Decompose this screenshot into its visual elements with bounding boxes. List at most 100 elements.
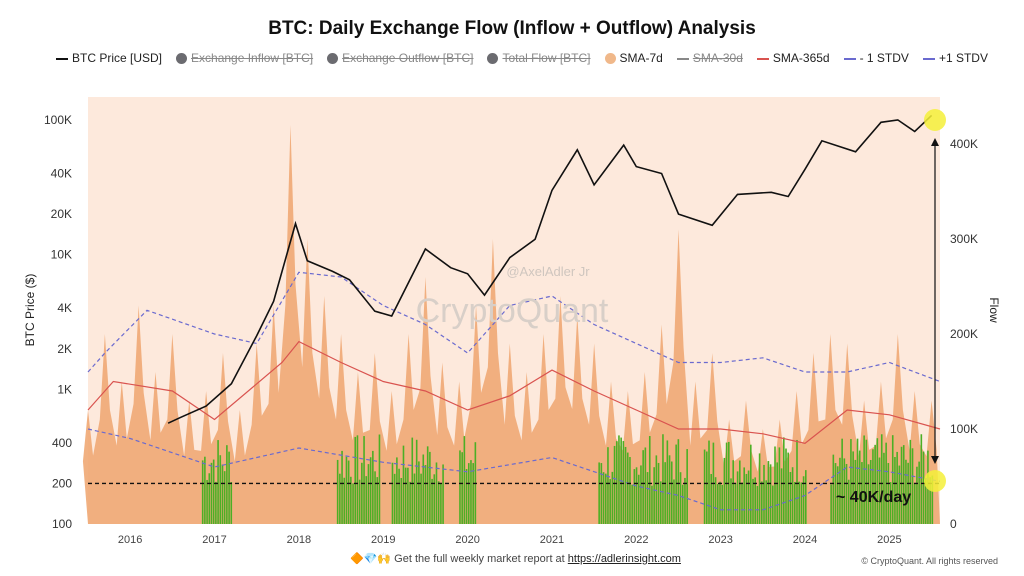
- line-swatch-icon: [756, 57, 769, 60]
- low-flow-bar: [787, 452, 790, 524]
- x-tick-label: 2019: [371, 534, 395, 546]
- low-flow-bar: [644, 447, 647, 524]
- y-tick-label: 10K: [51, 248, 72, 262]
- low-flow-bar: [215, 481, 217, 524]
- y-tick-label: 400: [52, 436, 72, 450]
- low-flow-bar: [675, 444, 677, 524]
- low-flow-bar: [796, 439, 798, 524]
- low-flow-bar: [398, 468, 400, 524]
- dot-swatch-icon: [176, 53, 188, 65]
- low-flow-bar: [409, 481, 411, 524]
- low-flow-bar: [905, 459, 907, 524]
- low-flow-bar: [437, 481, 440, 524]
- low-flow-bar: [607, 447, 609, 524]
- low-flow-bar: [411, 437, 414, 524]
- low-flow-bar: [758, 453, 761, 524]
- low-flow-bar: [400, 477, 403, 524]
- low-flow-bar: [369, 457, 372, 524]
- legend-item[interactable]: Total Flow [BTC]: [487, 49, 591, 67]
- low-flow-bar: [648, 436, 651, 524]
- low-flow-bar: [765, 480, 768, 524]
- low-flow-bar: [836, 466, 839, 524]
- low-flow-bar: [201, 460, 204, 524]
- low-flow-bar: [472, 463, 474, 524]
- low-flow-bar: [352, 483, 354, 524]
- legend-item[interactable]: SMA-365d: [756, 49, 830, 67]
- sma-365d-line: [87, 340, 941, 444]
- low-flow-bar: [221, 464, 224, 524]
- low-flow-bar: [863, 435, 865, 524]
- legend-label: SMA-365d: [772, 51, 830, 65]
- low-flow-bar: [651, 485, 653, 524]
- low-flow-bar: [798, 481, 801, 524]
- low-flow-bar: [769, 464, 772, 524]
- low-flow-bar: [210, 462, 213, 524]
- low-flow-bar: [376, 477, 379, 524]
- low-flow-bar: [832, 454, 835, 524]
- low-flow-bar: [624, 446, 627, 524]
- y2-tick-label: 0: [950, 517, 957, 531]
- low-flow-bar: [666, 440, 669, 524]
- legend-item[interactable]: SMA-30d: [676, 49, 743, 67]
- low-flow-bar: [845, 463, 848, 524]
- low-flow-bar: [743, 467, 746, 524]
- low-flow-bar: [896, 451, 898, 524]
- low-flow-bar: [391, 462, 394, 524]
- legend-item[interactable]: Exchange Outflow [BTC]: [327, 49, 473, 67]
- low-flow-bar: [339, 473, 341, 524]
- low-flow-bar: [367, 464, 370, 524]
- legend-item[interactable]: - 1 STDV: [843, 49, 909, 67]
- low-flow-bar: [907, 462, 909, 524]
- low-flow-bar: [611, 471, 614, 524]
- low-flow-bar: [900, 446, 903, 524]
- low-flow-bar: [913, 483, 916, 524]
- low-flow-bar: [646, 472, 649, 524]
- legend-item[interactable]: SMA-7d: [604, 49, 663, 67]
- low-flow-bar: [723, 457, 726, 524]
- low-flow-bar: [354, 436, 357, 524]
- low-flow-bar: [637, 474, 640, 524]
- low-flow-bar: [736, 471, 739, 524]
- low-flow-bar: [929, 477, 931, 524]
- low-flow-bar: [794, 481, 796, 524]
- low-flow-bar: [679, 472, 682, 524]
- low-flow-bar: [668, 455, 671, 524]
- low-flow-bar: [230, 481, 233, 524]
- low-flow-bar: [839, 457, 841, 524]
- low-flow-bar: [869, 459, 872, 524]
- low-flow-bar: [830, 484, 832, 524]
- low-flow-bar: [212, 459, 215, 524]
- low-flow-bar: [374, 471, 376, 524]
- low-flow-bar: [756, 485, 759, 524]
- low-flow-bar: [429, 451, 431, 524]
- legend-label: Total Flow [BTC]: [502, 51, 591, 65]
- low-flow-bar: [918, 461, 920, 524]
- legend-item[interactable]: Exchange Inflow [BTC]: [176, 49, 313, 67]
- low-flow-bar: [734, 483, 737, 524]
- low-flow-bar: [730, 478, 732, 524]
- y2-tick-label: 200K: [950, 327, 978, 341]
- low-flow-bar: [800, 482, 803, 524]
- low-flow-bar: [208, 473, 211, 524]
- legend-label: SMA-30d: [692, 51, 743, 65]
- arrow-down-icon: [931, 456, 939, 464]
- legend-item[interactable]: +1 STDV: [922, 49, 988, 67]
- legend-item[interactable]: BTC Price [USD]: [56, 49, 162, 67]
- low-flow-bar: [350, 476, 352, 524]
- low-flow-bar: [463, 436, 466, 524]
- low-flow-bar: [878, 457, 881, 524]
- report-link[interactable]: https://adlerinsight.com: [567, 553, 681, 565]
- low-flow-bar: [916, 466, 918, 524]
- low-flow-bar: [433, 474, 436, 524]
- highlight-circle-bottom: [924, 470, 946, 492]
- x-tick-label: 2021: [540, 534, 564, 546]
- sma-7d-area: [82, 125, 941, 524]
- low-flow-bar: [922, 451, 925, 524]
- low-flow-bar: [442, 464, 444, 524]
- low-flow-bar: [843, 458, 846, 524]
- low-flow-bar: [633, 469, 636, 524]
- low-flow-bar: [739, 460, 741, 524]
- low-flow-bar: [422, 454, 425, 524]
- low-flow-bar: [345, 456, 348, 524]
- low-flow-bar: [850, 439, 852, 524]
